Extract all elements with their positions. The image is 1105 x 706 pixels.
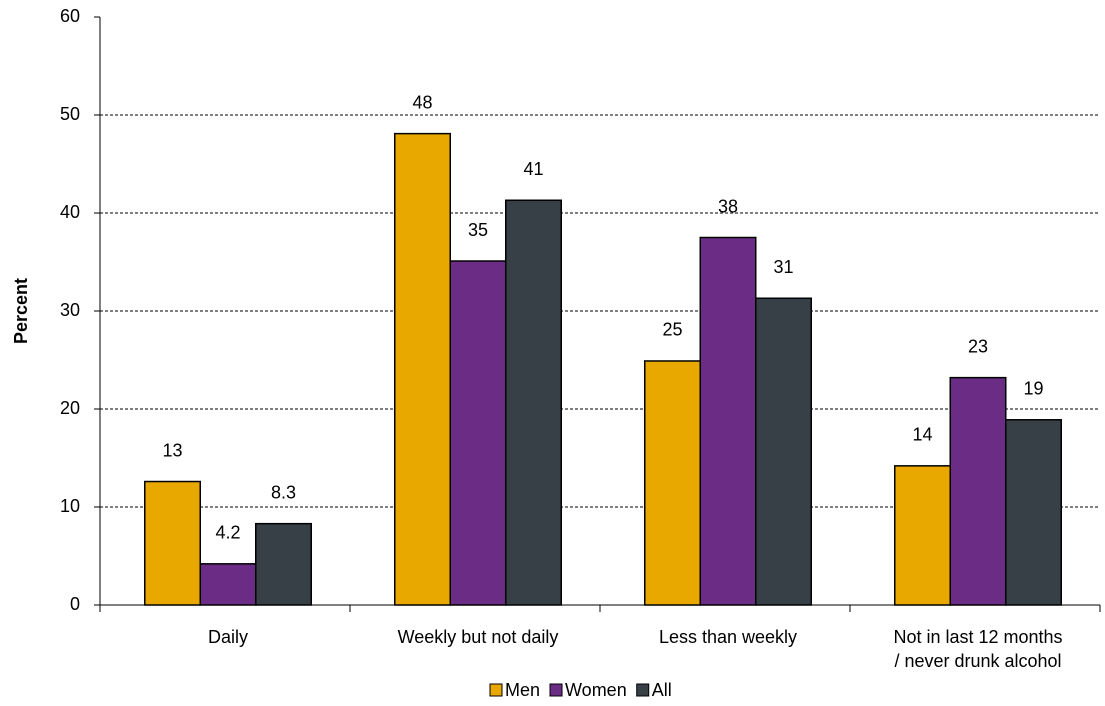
data-label: 48 bbox=[412, 92, 432, 112]
bar bbox=[949, 376, 1007, 606]
y-axis-title: Percent bbox=[11, 278, 31, 344]
bar bbox=[255, 522, 312, 606]
x-tick-label: Less than weekly bbox=[658, 627, 798, 647]
x-tick-label: Weekly but not daily bbox=[397, 627, 559, 647]
bar bbox=[1005, 419, 1062, 606]
data-label: 35 bbox=[468, 220, 488, 240]
y-tick-label: 30 bbox=[60, 300, 80, 320]
data-label: 41 bbox=[523, 159, 543, 179]
bar bbox=[144, 480, 201, 606]
data-label: 13 bbox=[162, 440, 182, 460]
data-label: 14 bbox=[912, 425, 932, 445]
x-tick-label: Not in last 12 months / never drunk alco… bbox=[893, 627, 1063, 671]
y-tick-label: 20 bbox=[60, 398, 80, 418]
data-label: 25 bbox=[662, 320, 682, 340]
data-label: 23 bbox=[968, 336, 988, 356]
bar bbox=[644, 360, 701, 606]
data-label: 8.3 bbox=[271, 482, 296, 502]
bar bbox=[449, 260, 507, 606]
y-tick-label: 60 bbox=[60, 6, 80, 26]
legend-swatch bbox=[549, 683, 563, 697]
y-tick-label: 50 bbox=[60, 104, 80, 124]
bar bbox=[755, 297, 812, 606]
legend-label: Men bbox=[505, 680, 540, 700]
bar bbox=[505, 199, 562, 606]
bar bbox=[699, 236, 757, 606]
legend-label: All bbox=[652, 680, 672, 700]
x-tick-label: Daily bbox=[207, 627, 248, 647]
data-label: 4.2 bbox=[215, 523, 240, 543]
bar bbox=[199, 563, 257, 606]
legend-swatch bbox=[636, 683, 650, 697]
data-label: 38 bbox=[718, 196, 738, 216]
y-tick-label: 10 bbox=[60, 496, 80, 516]
bar bbox=[894, 465, 951, 606]
data-label: 19 bbox=[1023, 379, 1043, 399]
data-label: 31 bbox=[773, 257, 793, 277]
legend-label: Women bbox=[565, 680, 627, 700]
y-tick-label: 40 bbox=[60, 202, 80, 222]
y-tick-label: 0 bbox=[70, 594, 80, 614]
bar bbox=[394, 132, 451, 606]
legend-swatch bbox=[489, 683, 503, 697]
